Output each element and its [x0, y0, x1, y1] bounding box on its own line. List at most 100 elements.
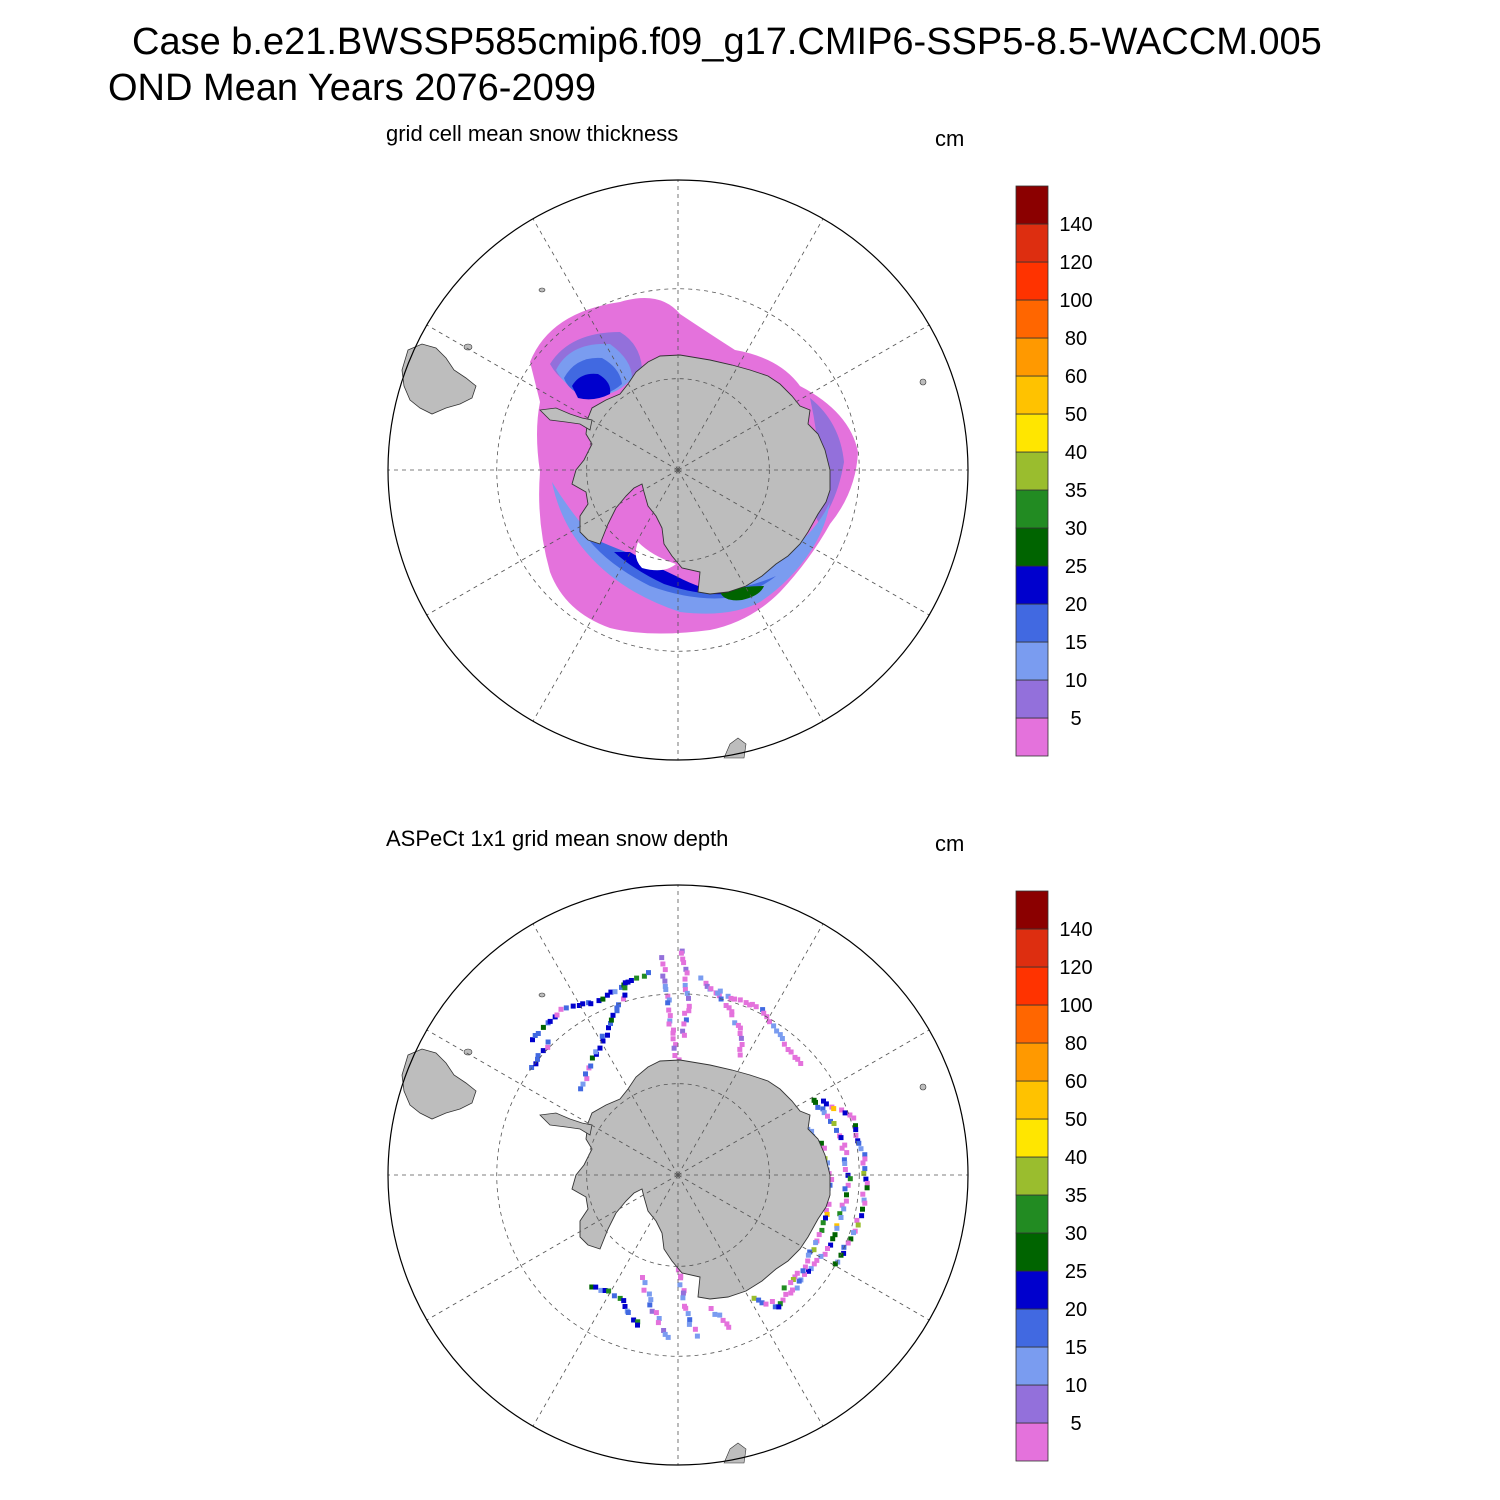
obs-cell [860, 1191, 866, 1197]
obs-cell [860, 1160, 866, 1166]
obs-cell [656, 1316, 662, 1321]
colorbar-tick-label: 15 [1065, 632, 1087, 654]
obs-cell [606, 1288, 612, 1294]
obs-cell [798, 1061, 804, 1066]
panel-2-title: ASPeCt 1x1 grid mean snow depth [386, 826, 729, 851]
obs-cell [802, 1271, 807, 1277]
obs-cell [790, 1277, 796, 1282]
snow-contour-20-25cm-weddell [572, 373, 611, 400]
obs-cell [677, 1282, 683, 1288]
obs-cell [788, 1049, 794, 1055]
obs-cell [832, 1261, 838, 1267]
obs-cell [800, 1268, 806, 1274]
map-boundary [387, 884, 969, 1466]
obs-cell [726, 1324, 732, 1330]
obs-cell [635, 1322, 640, 1328]
colorbar-box [1015, 641, 1049, 681]
meridian-line [426, 324, 679, 471]
obs-cell [837, 1211, 843, 1217]
panel-1-colorbar: 5 10 15 20 25 30 35 40 50 60 80 100 120 140 [1015, 185, 1093, 757]
obs-cell [826, 1201, 832, 1207]
obs-cell [716, 993, 722, 999]
obs-cell [646, 970, 651, 976]
obs-cell [580, 1081, 586, 1087]
meridian-line [426, 1029, 679, 1176]
colorbar-box [1015, 375, 1049, 415]
obs-cell [666, 1007, 672, 1013]
meridian-line [677, 923, 824, 1176]
obs-cell [838, 1215, 844, 1220]
obs-cell [686, 1008, 692, 1014]
obs-cell [783, 1291, 789, 1297]
obs-cell [608, 1017, 614, 1023]
meridian-line [677, 1174, 824, 1427]
obs-cell [728, 995, 734, 1001]
obs-cell [611, 1293, 617, 1299]
obs-cell [625, 1310, 631, 1315]
obs-cell [686, 1003, 692, 1009]
meridian-line [677, 324, 930, 471]
obs-cell [848, 1236, 854, 1242]
kerguelen-island [919, 1083, 927, 1091]
obs-cell [597, 1045, 603, 1051]
obs-cell [665, 993, 671, 999]
obs-cell [532, 1033, 538, 1038]
colorbar-box [1015, 299, 1049, 339]
meridian-line [532, 923, 679, 1176]
obs-cell [761, 1010, 767, 1016]
colorbar-tick-label: 20 [1065, 1299, 1087, 1321]
colorbar-tick-label: 10 [1065, 670, 1087, 692]
obs-cell [589, 1284, 595, 1290]
obs-cell [794, 1270, 800, 1276]
obs-cell [851, 1115, 857, 1121]
obs-track-east-2 [821, 1098, 870, 1267]
obs-cell [853, 1123, 858, 1129]
obs-cell [684, 970, 690, 976]
obs-cell [772, 1304, 778, 1310]
obs-cell [535, 1053, 541, 1059]
obs-cell [608, 989, 614, 995]
obs-cell [811, 1247, 817, 1253]
obs-cell [570, 1003, 576, 1009]
colorbar-tick-label: 40 [1065, 442, 1087, 464]
obs-cell [686, 995, 691, 1001]
obs-cell [726, 1005, 732, 1011]
obs-cell [790, 1287, 795, 1293]
obs-cell [547, 1018, 553, 1024]
panel-1-title: grid cell mean snow thickness [386, 121, 679, 146]
colorbar-box [1015, 928, 1049, 968]
obs-cell [614, 1005, 620, 1011]
obs-cell [818, 1140, 824, 1146]
colorbar-tick-label: 35 [1065, 1185, 1087, 1207]
obs-cell [853, 1127, 859, 1133]
obs-cell [834, 1127, 839, 1133]
antarctica-landmass [571, 354, 831, 595]
obs-cell [665, 1334, 671, 1340]
obs-cell [854, 1217, 860, 1223]
obs-cell [588, 1063, 594, 1069]
obs-cell [647, 1302, 653, 1308]
obs-cell [739, 1042, 745, 1047]
obs-cell [816, 1232, 822, 1238]
obs-cell [682, 976, 688, 982]
obs-cell [694, 1333, 700, 1339]
obs-cell [616, 1002, 621, 1008]
obs-cell [809, 1128, 815, 1134]
obs-cell [862, 1156, 868, 1162]
obs-cell [841, 1250, 847, 1256]
obs-cell [717, 1312, 723, 1318]
obs-cell [855, 1222, 861, 1228]
obs-cell [805, 1258, 811, 1264]
obs-cell [725, 993, 731, 999]
obs-cell [533, 1061, 539, 1067]
colorbar-box [1015, 451, 1049, 491]
obs-cell [856, 1140, 862, 1146]
colorbar-box [1015, 1270, 1049, 1310]
colorbar-box [1015, 337, 1049, 377]
colorbar-tick-label: 140 [1059, 214, 1092, 236]
obs-cell [563, 1005, 569, 1011]
obs-cell [720, 1317, 726, 1323]
obs-cell [605, 1032, 610, 1038]
obs-cell [682, 1010, 688, 1016]
obs-cell [692, 1326, 698, 1332]
